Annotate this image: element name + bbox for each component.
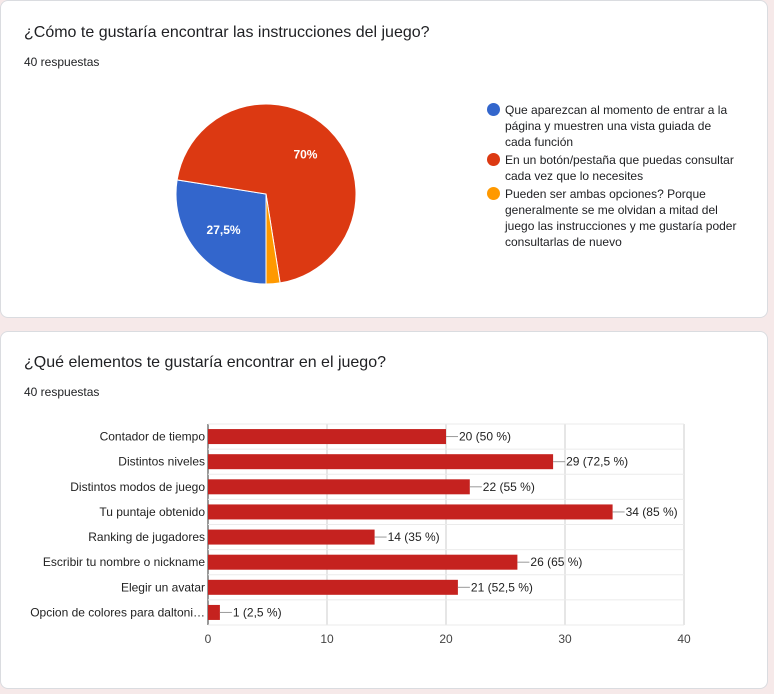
data-label: 26 (65 %) <box>530 555 582 569</box>
bar <box>208 454 554 470</box>
legend-swatch <box>487 153 500 166</box>
category-label: Escribir tu nombre o nickname <box>43 555 205 569</box>
question-title: ¿Cómo te gustaría encontrar las instrucc… <box>24 24 430 41</box>
pie-slice-2 <box>265 193 281 285</box>
x-tick-label: 0 <box>205 632 212 646</box>
category-label: Tu puntaje obtenido <box>99 505 205 519</box>
legend-swatch <box>487 187 500 200</box>
x-tick-label: 20 <box>439 632 453 646</box>
question-card-elements: ¿Qué elementos te gustaría encontrar en … <box>0 331 768 689</box>
bar-chart: 0 10 20 30 40 Contador de tiempo 20 (50 %) Dist… <box>30 423 691 646</box>
question-title: ¿Qué elementos te gustaría encontrar en … <box>24 354 386 371</box>
category-label: Ranking de jugadores <box>88 530 205 544</box>
x-tick-label: 30 <box>558 632 572 646</box>
legend-label: Que aparezcan al momento de entrar a la … <box>505 103 728 149</box>
bar <box>208 479 470 495</box>
x-tick-label: 40 <box>677 632 691 646</box>
bar <box>208 504 613 520</box>
pie-slice-label: 27,5% <box>207 223 241 237</box>
legend-swatch <box>487 103 500 116</box>
bar <box>208 554 518 570</box>
data-label: 21 (52,5 %) <box>471 580 533 594</box>
category-label: Contador de tiempo <box>100 430 206 444</box>
pie-slice-label: 70% <box>293 148 317 162</box>
data-label: 34 (85 %) <box>626 505 678 519</box>
category-label: Elegir un avatar <box>121 580 205 594</box>
bar <box>208 529 375 545</box>
response-count: 40 respuestas <box>24 385 100 399</box>
legend-item-1: En un botón/pestaña que puedas consultar… <box>487 152 737 184</box>
data-label: 29 (72,5 %) <box>566 455 628 469</box>
legend-label: Pueden ser ambas opciones? Porque genera… <box>505 187 737 249</box>
question-card-instructions: ¿Cómo te gustaría encontrar las instrucc… <box>0 0 768 318</box>
category-label: Distintos modos de juego <box>70 480 205 494</box>
data-label: 14 (35 %) <box>388 530 440 544</box>
bar <box>208 604 220 620</box>
pie-slice-0 <box>175 179 267 285</box>
category-label: Distintos niveles <box>118 455 205 469</box>
legend-item-2: Pueden ser ambas opciones? Porque genera… <box>487 186 737 250</box>
response-count: 40 respuestas <box>24 55 100 69</box>
bar <box>208 579 458 595</box>
pie-legend: Que aparezcan al momento de entrar a la … <box>487 102 737 252</box>
data-label: 1 (2,5 %) <box>233 605 282 619</box>
legend-label: En un botón/pestaña que puedas consultar… <box>505 153 734 183</box>
bar <box>208 429 446 445</box>
pie-slice-1 <box>176 103 357 284</box>
data-label: 20 (50 %) <box>459 430 511 444</box>
legend-item-0: Que aparezcan al momento de entrar a la … <box>487 102 737 150</box>
category-label: Opcion de colores para daltoni… <box>30 605 205 619</box>
pie-chart: 27,5% 70% <box>175 103 357 285</box>
data-label: 22 (55 %) <box>483 480 535 494</box>
x-tick-label: 10 <box>320 632 334 646</box>
